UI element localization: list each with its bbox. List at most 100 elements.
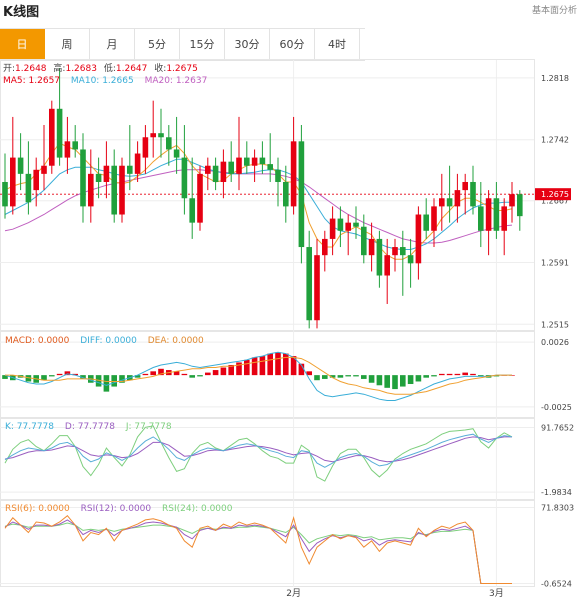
- candle-body: [283, 181, 289, 207]
- rsi12-line: [4, 519, 512, 584]
- candle-body: [17, 157, 24, 174]
- kdj-panel-frame: [0, 418, 535, 500]
- candle-body: [275, 169, 281, 182]
- macd-bar: [361, 375, 367, 379]
- macd-bar: [64, 371, 71, 376]
- candle-body: [33, 169, 39, 191]
- diff-line: [4, 351, 512, 401]
- macd-bar: [236, 362, 242, 376]
- rsi-panel-frame: [0, 500, 535, 587]
- macd-bar: [400, 375, 406, 387]
- tab-week[interactable]: 周: [45, 29, 90, 60]
- candle-body: [166, 137, 172, 150]
- macd-bar: [228, 364, 234, 376]
- candle-body: [95, 173, 102, 182]
- candle-body: [361, 226, 367, 256]
- candle-body: [150, 133, 156, 138]
- candle-body: [197, 173, 203, 223]
- candle-body: [25, 173, 32, 203]
- macd-indicator: [2, 351, 515, 401]
- macd-bar: [478, 375, 484, 377]
- grid-lines: [0, 60, 534, 587]
- macd-bar: [189, 375, 195, 378]
- kdj-legend: K: 77.7778 D: 77.7778 J: 77.7778: [5, 422, 172, 432]
- candle-body: [400, 247, 406, 256]
- macd-bar: [95, 375, 102, 387]
- tab-5min[interactable]: 5分: [135, 29, 180, 60]
- macd-bar: [41, 375, 47, 381]
- ma-legend: MA5: 1.2657 MA10: 1.2665 MA20: 1.2637: [3, 76, 207, 86]
- macd-bar: [103, 375, 110, 392]
- macd-bar: [212, 370, 219, 376]
- macd-bar: [181, 373, 188, 376]
- macd-bar: [470, 373, 476, 376]
- macd-bar: [306, 371, 312, 376]
- macd-bar: [384, 375, 390, 388]
- candle-body: [384, 255, 390, 276]
- macd-bar: [314, 375, 320, 381]
- macd-bar: [368, 375, 375, 383]
- candle-body: [462, 181, 468, 191]
- macd-bar: [80, 375, 86, 379]
- candle-body: [501, 206, 507, 231]
- macd-bar: [462, 372, 468, 376]
- candle-body: [259, 157, 266, 165]
- macd-bar: [134, 375, 141, 378]
- macd-bar: [56, 373, 63, 376]
- tab-4hour[interactable]: 4时: [315, 29, 360, 60]
- candle-body: [134, 153, 141, 174]
- candle-body: [56, 108, 63, 158]
- candle-body: [64, 141, 71, 158]
- candle-body: [228, 161, 234, 174]
- macd-bar: [197, 375, 203, 377]
- candle-body: [220, 161, 227, 182]
- candle-body: [423, 214, 429, 231]
- macd-bar: [283, 353, 289, 376]
- last-price-label: 1.2675: [541, 190, 569, 199]
- candle-body: [142, 137, 149, 158]
- macd-bar: [337, 375, 344, 378]
- candle-body: [509, 194, 515, 207]
- rsi-legend: RSI(6): 0.0000 RSI(12): 0.0000 RSI(24): …: [5, 504, 233, 514]
- x-axis: 2月 3月: [286, 588, 504, 599]
- macd-panel-frame: [0, 331, 535, 418]
- fundamentals-link[interactable]: 基本面分析: [531, 6, 577, 16]
- candle-body: [189, 198, 195, 223]
- candlesticks: [2, 68, 523, 329]
- ohlc-legend: 开:1.2648 高:1.2683 低:1.2647 收:1.2675: [3, 62, 198, 74]
- rsi-tick-label: 71.8303: [541, 503, 574, 512]
- candle-body: [119, 165, 125, 215]
- tab-60min[interactable]: 60分: [270, 29, 315, 60]
- candle-body: [80, 149, 86, 207]
- candle-body: [517, 194, 523, 217]
- macd-bar: [431, 375, 437, 377]
- candle-body: [415, 214, 422, 264]
- page-title: K线图: [3, 5, 40, 20]
- candle-body: [103, 165, 110, 182]
- kdj-tick-label: -1.9834: [541, 488, 572, 497]
- tab-month[interactable]: 月: [90, 29, 135, 60]
- macd-bar: [423, 375, 429, 378]
- candle-body: [478, 206, 484, 231]
- candle-body: [485, 198, 492, 231]
- macd-bar: [2, 375, 8, 379]
- macd-bar: [345, 375, 351, 377]
- kline-tick-label: 1.2515: [541, 320, 569, 329]
- tab-day[interactable]: 日: [0, 29, 45, 60]
- candle-body: [205, 165, 211, 174]
- macd-bar: [150, 371, 156, 376]
- macd-bar: [25, 375, 32, 382]
- k-line: [4, 433, 513, 468]
- kdj-tick-label: 91.7652: [541, 423, 574, 432]
- tab-15min[interactable]: 15分: [180, 29, 225, 60]
- candle-body: [10, 157, 16, 207]
- tab-30min[interactable]: 30分: [225, 29, 270, 60]
- period-tabs: 日 周 月 5分 15分 30分 60分 4时: [0, 28, 365, 61]
- macd-bar: [251, 357, 258, 376]
- candle-body: [290, 141, 297, 207]
- candle-body: [88, 173, 94, 207]
- candle-body: [407, 255, 414, 264]
- candle-body: [111, 165, 117, 215]
- kline-panel-frame: [0, 59, 535, 331]
